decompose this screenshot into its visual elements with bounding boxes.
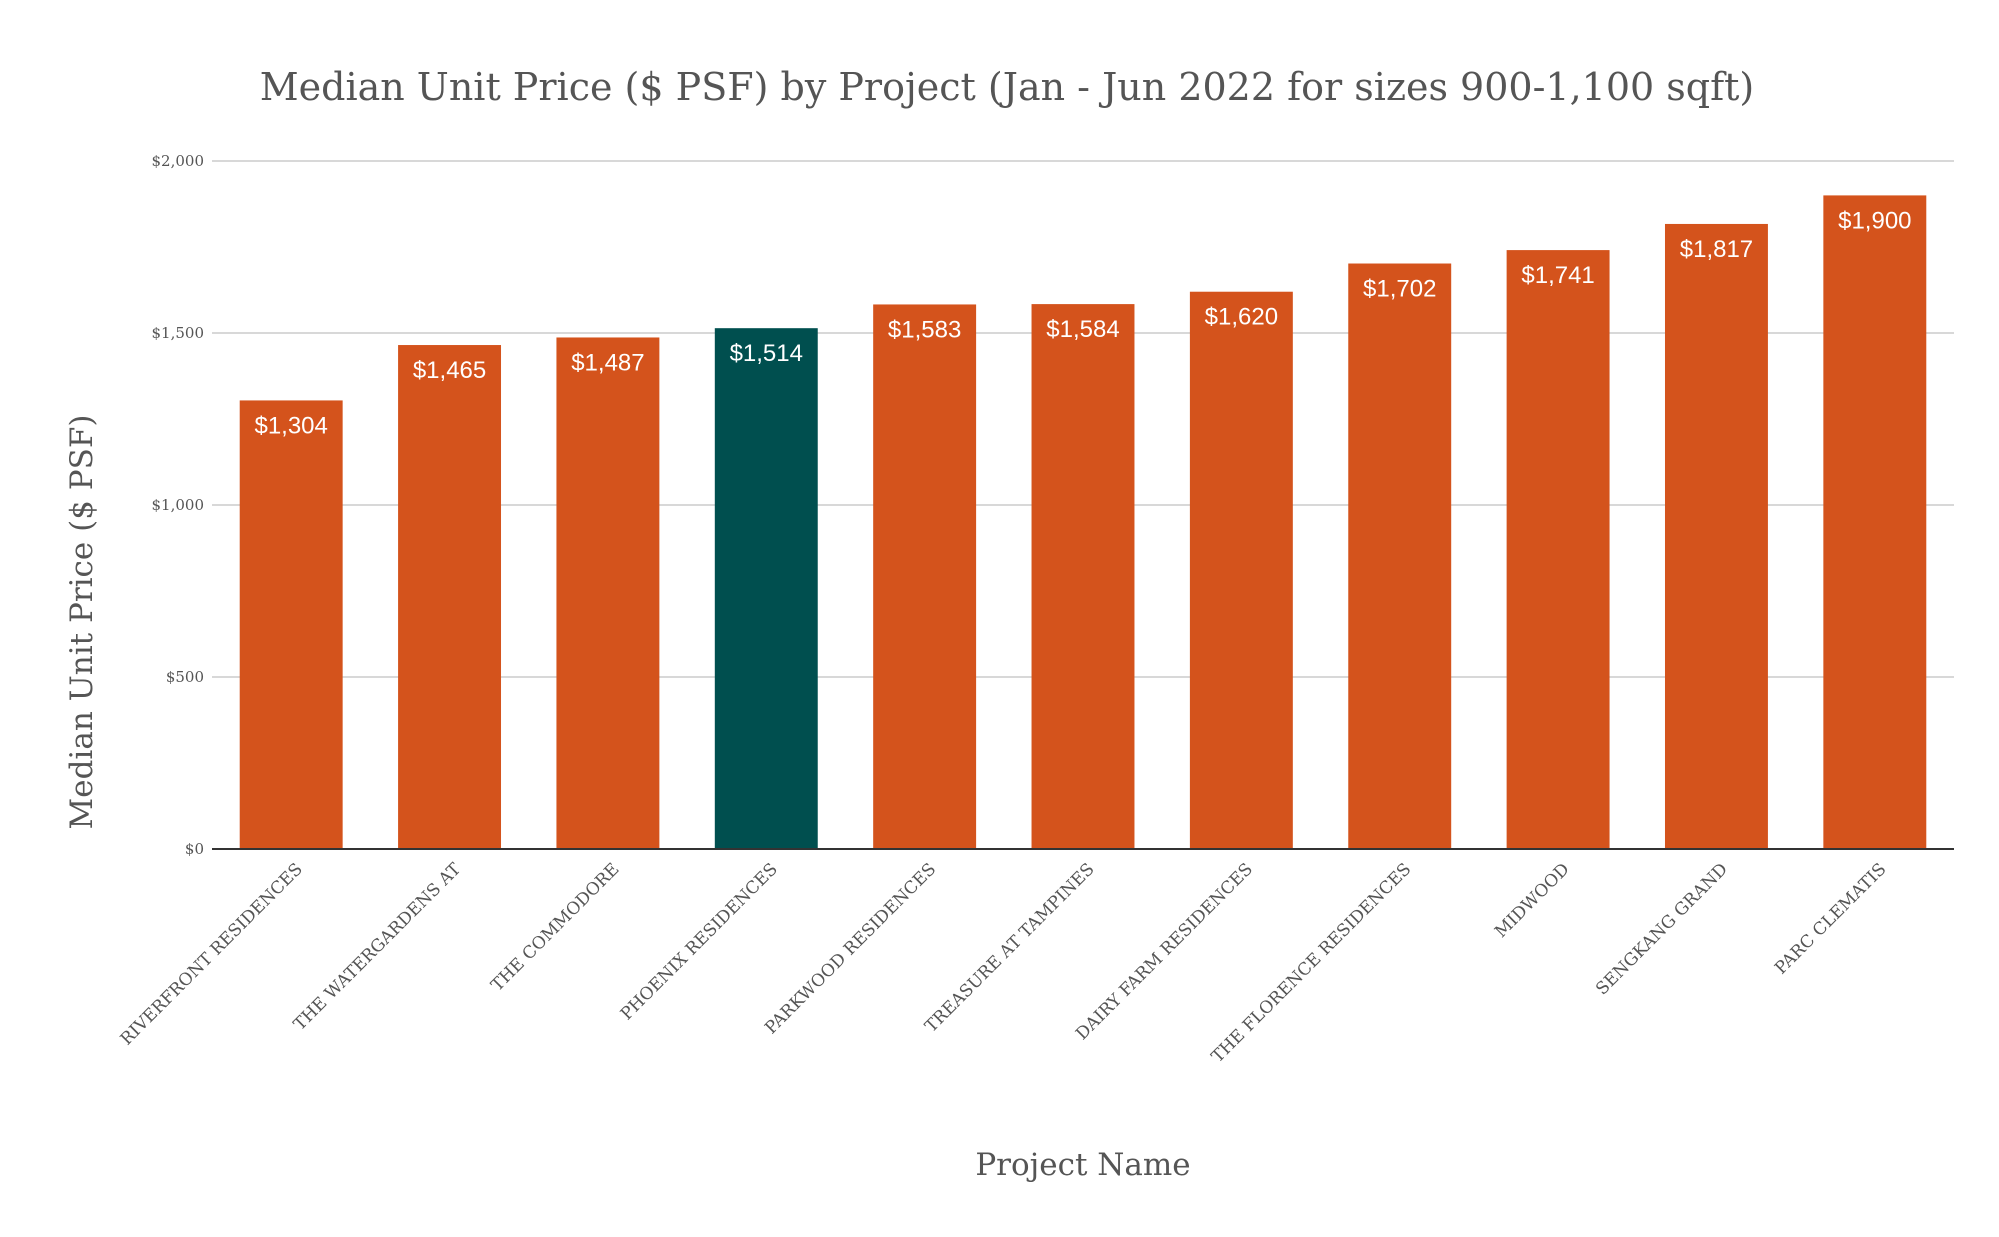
y-tick-label: $500 xyxy=(166,668,204,686)
bar-value-label: $1,741 xyxy=(1521,262,1594,289)
bar xyxy=(556,337,660,849)
x-category-label: PARKWOOD RESIDENCES xyxy=(761,859,940,1038)
bar-value-label: $1,487 xyxy=(571,349,644,376)
bar xyxy=(714,328,818,850)
x-category-label: PARC CLEMATIS xyxy=(1771,859,1890,978)
bars xyxy=(239,195,1927,850)
y-tick-label: $1,500 xyxy=(152,324,205,342)
y-axis-title: Median Unit Price ($ PSF) xyxy=(64,415,100,830)
chart-title: Median Unit Price ($ PSF) by Project (Ja… xyxy=(260,65,1755,109)
x-category-label: MIDWOOD xyxy=(1491,859,1574,942)
bar xyxy=(239,400,343,849)
x-category-label: PHOENIX RESIDENCES xyxy=(617,859,782,1024)
bar-value-label: $1,514 xyxy=(730,340,803,367)
y-tick-label: $1,000 xyxy=(152,496,205,514)
x-category-label: SENGKANG GRAND xyxy=(1592,859,1732,999)
x-category-label: THE WATERGARDENS AT xyxy=(290,859,466,1035)
bar-value-label: $1,304 xyxy=(254,412,327,439)
bar-value-label: $1,817 xyxy=(1680,236,1753,263)
bar-value-label: $1,620 xyxy=(1205,304,1278,331)
bar-value-label: $1,900 xyxy=(1838,207,1911,234)
x-category-label: TREASURE AT TAMPINES xyxy=(921,859,1098,1036)
x-category-label: RIVERFRONT RESIDENCES xyxy=(117,859,307,1049)
y-tick-label: $0 xyxy=(185,840,204,858)
bar xyxy=(398,345,502,849)
bar xyxy=(1189,291,1293,850)
bar xyxy=(1823,195,1927,849)
bar-value-label: $1,584 xyxy=(1046,316,1119,343)
bar-value-label: $1,702 xyxy=(1363,276,1436,303)
data-labels: $1,304 $1,465 $1,487 $1,514 $1,583 $1,584 $1,6… xyxy=(254,207,1911,439)
bar xyxy=(873,304,977,849)
bar xyxy=(1664,223,1768,849)
x-category-label: THE COMMODORE xyxy=(487,859,623,995)
bar xyxy=(1506,250,1610,849)
y-tick-label: $2,000 xyxy=(152,152,205,170)
bar xyxy=(1031,304,1135,849)
bar-value-label: $1,465 xyxy=(413,357,486,384)
x-category-label: DAIRY FARM RESIDENCES xyxy=(1072,859,1257,1044)
y-axis-ticks: $0 $500 $1,000 $1,500 $2,000 xyxy=(152,152,205,858)
bar xyxy=(1348,263,1452,850)
x-axis-title: Project Name xyxy=(975,1147,1190,1183)
bar-value-label: $1,583 xyxy=(888,316,961,343)
